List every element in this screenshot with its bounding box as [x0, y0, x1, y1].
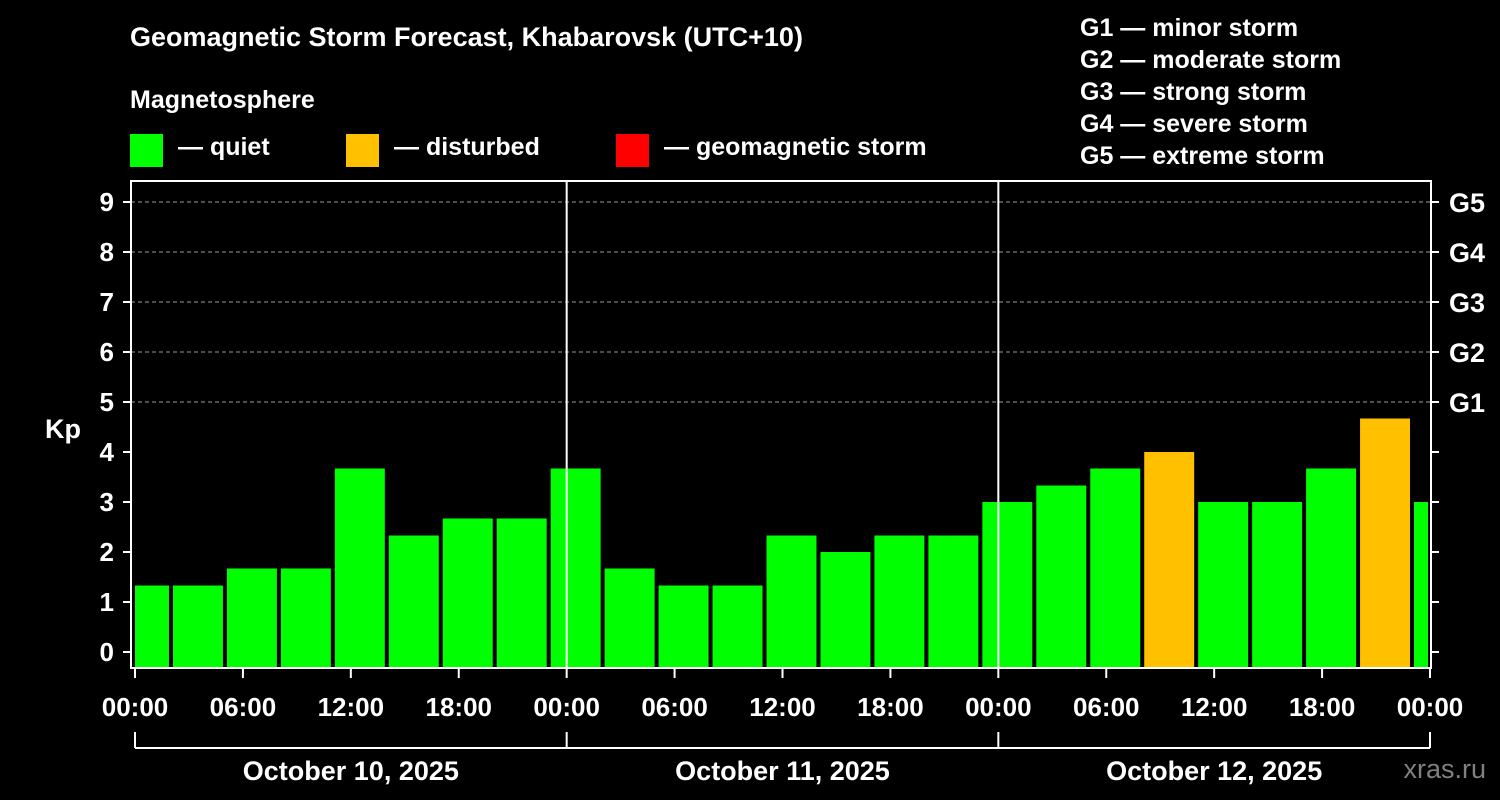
y-axis-label: Kp — [45, 414, 81, 444]
kp-bar — [658, 585, 709, 668]
y-tick-label: 7 — [100, 287, 114, 317]
storm-scale-g5: G5 — extreme storm — [1080, 142, 1325, 170]
x-tick-label: 06:00 — [641, 692, 708, 722]
kp-bar — [820, 552, 871, 668]
y-tick-label: 6 — [100, 337, 114, 367]
legend-swatch-disturbed — [346, 134, 379, 167]
storm-level-label: G2 — [1449, 338, 1485, 368]
y-tick-label: 0 — [100, 637, 114, 667]
kp-bar — [1360, 418, 1411, 668]
watermark: xras.ru — [1403, 754, 1486, 784]
y-tick-label: 4 — [100, 437, 115, 467]
date-label: October 12, 2025 — [1106, 756, 1322, 786]
legend-swatch-quiet — [130, 134, 163, 167]
storm-level-label: G5 — [1449, 188, 1485, 218]
storm-level-label: G3 — [1449, 288, 1485, 318]
y-tick-label: 3 — [100, 487, 114, 517]
y-tick-label: 1 — [100, 587, 114, 617]
plot-frame — [130, 180, 1432, 669]
date-label: October 10, 2025 — [243, 756, 459, 786]
kp-bar — [496, 518, 547, 668]
storm-scale-g3: G3 — strong storm — [1080, 78, 1307, 106]
legend-label-disturbed: — disturbed — [394, 133, 540, 161]
kp-bar — [1144, 452, 1195, 668]
kp-bar — [1306, 468, 1357, 668]
date-label: October 11, 2025 — [675, 756, 890, 786]
storm-scale-g2: G2 — moderate storm — [1080, 46, 1342, 74]
kp-bar — [388, 535, 439, 668]
x-tick-label: 00:00 — [965, 692, 1032, 722]
kp-bar — [604, 568, 655, 668]
x-tick-label: 00:00 — [533, 692, 600, 722]
legend-swatch-storm — [616, 134, 649, 167]
y-tick-label: 5 — [100, 387, 114, 417]
legend-label-quiet: — quiet — [178, 133, 270, 161]
kp-bar — [1414, 502, 1428, 668]
kp-bar — [766, 535, 817, 668]
kp-bar — [1036, 485, 1087, 668]
storm-scale-g1: G1 — minor storm — [1080, 14, 1299, 42]
x-tick-label: 18:00 — [426, 692, 493, 722]
x-tick-label: 12:00 — [318, 692, 385, 722]
kp-bar — [550, 468, 601, 668]
kp-bar — [226, 568, 277, 668]
kp-bar — [442, 518, 493, 668]
x-tick-label: 12:00 — [749, 692, 816, 722]
x-tick-label: 06:00 — [210, 692, 277, 722]
kp-bar — [135, 585, 169, 668]
kp-bar — [874, 535, 925, 668]
x-tick-label: 00:00 — [1397, 692, 1464, 722]
legend-label-storm: — geomagnetic storm — [664, 133, 927, 161]
y-tick-label: 2 — [100, 537, 114, 567]
kp-bar — [982, 502, 1033, 668]
legend-subtitle: Magnetosphere — [130, 86, 315, 114]
storm-level-label: G4 — [1449, 238, 1485, 268]
y-tick-label: 8 — [100, 237, 114, 267]
x-tick-label: 12:00 — [1181, 692, 1248, 722]
x-tick-label: 00:00 — [102, 692, 169, 722]
storm-level-label: G1 — [1449, 388, 1485, 418]
kp-bar — [712, 585, 763, 668]
storm-scale-g4: G4 — severe storm — [1080, 110, 1308, 138]
kp-bar — [280, 568, 331, 668]
chart-title: Geomagnetic Storm Forecast, Khabarovsk (… — [130, 22, 803, 52]
kp-bar — [1090, 468, 1141, 668]
kp-bar — [172, 585, 223, 668]
kp-bar — [928, 535, 979, 668]
y-tick-label: 9 — [100, 187, 114, 217]
kp-bar — [1252, 502, 1303, 668]
x-tick-label: 18:00 — [857, 692, 924, 722]
x-tick-label: 06:00 — [1073, 692, 1140, 722]
kp-bar — [334, 468, 385, 668]
x-tick-label: 18:00 — [1289, 692, 1356, 722]
kp-bar — [1198, 502, 1249, 668]
